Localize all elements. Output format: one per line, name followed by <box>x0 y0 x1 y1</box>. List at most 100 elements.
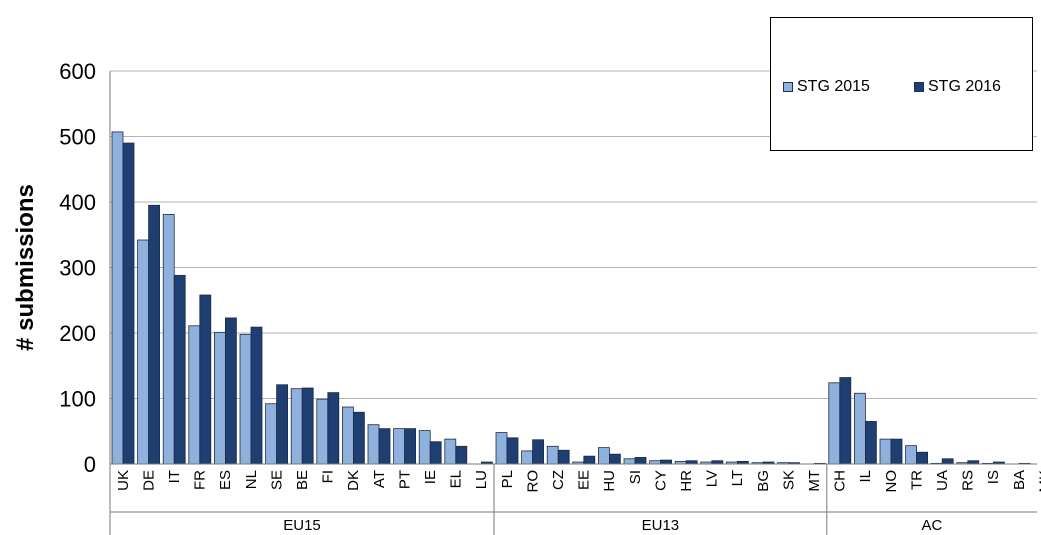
x-tick-label-el: EL <box>448 470 465 488</box>
bar-stg-2015-nl <box>239 333 252 465</box>
x-tick-label-rs: RS <box>960 470 977 491</box>
bar-stg-2016-nl <box>250 326 263 465</box>
x-tick-label-se: SE <box>268 470 285 490</box>
group-label-eu15: EU15 <box>283 517 321 534</box>
bar-stg-2016-ee <box>583 455 596 465</box>
bar-stg-2016-dk <box>352 411 365 465</box>
x-tick-label-pt: PT <box>396 470 413 489</box>
bar-stg-2016-de <box>148 204 161 465</box>
y-tick-label-400: 400 <box>59 190 96 215</box>
bar-stg-2015-dk <box>341 406 354 465</box>
bar-stg-2016-pl <box>506 437 519 465</box>
legend: STG 2015 STG 2016 <box>770 17 1033 151</box>
x-tick-label-fr: FR <box>192 470 209 490</box>
x-tick-label-ee: EE <box>576 470 593 490</box>
bar-stg-2016-cz <box>557 449 570 465</box>
bar-stg-2015-ie <box>418 430 431 465</box>
bar-stg-2015-el <box>444 438 457 465</box>
y-tick-label-200: 200 <box>59 321 96 346</box>
bar-stg-2015-pt <box>393 428 406 465</box>
legend-swatch-stg-2016 <box>914 82 924 92</box>
bar-stg-2016-fi <box>327 392 340 465</box>
bar-stg-2015-tr <box>905 445 917 465</box>
bar-stg-2016-hu <box>609 453 621 465</box>
bar-stg-2015-it <box>162 214 175 465</box>
legend-entry-stg-2016: STG 2016 <box>914 78 1001 96</box>
bar-stg-2015-fi <box>316 398 329 465</box>
bar-stg-2016-no <box>890 438 903 465</box>
bar-stg-2015-fr <box>188 325 201 465</box>
x-tick-label-cy: CY <box>652 470 669 491</box>
bar-stg-2016-ie <box>429 441 442 465</box>
x-tick-label-il: IL <box>857 470 874 483</box>
bar-stg-2015-es <box>213 331 226 465</box>
x-tick-label-mt: MT <box>806 470 823 492</box>
legend-label-stg-2015: STG 2015 <box>797 78 870 95</box>
bar-stg-2015-ch <box>828 382 841 465</box>
x-tick-label-sk: SK <box>780 470 797 490</box>
x-tick-label-dk: DK <box>345 470 362 491</box>
y-axis-title: # submissions <box>12 184 39 351</box>
y-tick-label-600: 600 <box>59 59 96 84</box>
x-tick-label-uk: UK <box>115 470 132 491</box>
bar-stg-2016-il <box>865 421 877 465</box>
x-tick-label-at: AT <box>371 470 388 488</box>
y-tick-label-0: 0 <box>84 452 96 477</box>
x-tick-label-ie: IE <box>422 470 439 484</box>
bar-stg-2016-it <box>173 274 186 465</box>
y-tick-label-300: 300 <box>59 256 96 281</box>
bar-stg-2015-se <box>265 403 278 465</box>
x-tick-label-nl: NL <box>243 470 260 489</box>
x-tick-label-lu: LU <box>473 470 490 489</box>
bar-stg-2015-no <box>879 438 892 465</box>
x-tick-label-bg: BG <box>755 470 772 492</box>
x-tick-label-ua: UA <box>934 470 951 491</box>
bar-stg-2016-uk <box>122 142 135 465</box>
bar-stg-2015-hu <box>598 447 610 465</box>
x-tick-label-hu: HU <box>601 470 618 492</box>
bar-stg-2016-tr <box>916 451 928 465</box>
x-tick-label-lv: LV <box>704 470 721 487</box>
x-tick-label-ba: BA <box>1011 470 1028 490</box>
y-tick-label-100: 100 <box>59 387 96 412</box>
bar-stg-2015-si <box>623 458 636 465</box>
legend-entry-stg-2015: STG 2015 <box>783 78 870 96</box>
x-tick-label-no: NO <box>883 470 900 493</box>
bar-stg-2015-uk <box>111 131 124 465</box>
x-tick-label-pl: PL <box>499 470 516 488</box>
x-tick-label-lt: LT <box>729 470 746 486</box>
x-tick-label-ch: CH <box>832 470 849 492</box>
bar-stg-2015-pl <box>495 432 508 465</box>
bar-stg-2016-se <box>276 384 289 465</box>
bar-stg-2016-at <box>378 428 391 465</box>
bar-stg-2016-ch <box>839 377 852 465</box>
bar-stg-2016-si <box>634 457 647 465</box>
x-tick-label-mk: MK <box>1036 470 1041 493</box>
x-tick-label-de: DE <box>140 470 157 491</box>
x-tick-label-it: IT <box>166 470 183 483</box>
bar-stg-2015-cz <box>546 445 559 465</box>
bar-stg-2015-il <box>854 392 866 465</box>
legend-label-stg-2016: STG 2016 <box>928 78 1001 95</box>
bar-stg-2016-cy <box>660 459 672 465</box>
group-label-eu13: EU13 <box>642 517 680 534</box>
bar-stg-2016-ro <box>532 439 544 465</box>
x-tick-label-be: BE <box>294 470 311 490</box>
legend-swatch-stg-2015 <box>783 82 793 92</box>
bar-stg-2015-ro <box>521 450 533 465</box>
bar-stg-2016-es <box>224 317 237 465</box>
x-tick-label-hr: HR <box>678 470 695 492</box>
bar-stg-2015-at <box>367 424 380 465</box>
bar-stg-2016-ua <box>941 458 954 465</box>
x-tick-label-is: IS <box>985 470 1002 484</box>
x-tick-label-ro: RO <box>524 470 541 493</box>
bar-stg-2015-de <box>137 239 150 465</box>
x-tick-label-es: ES <box>217 470 234 490</box>
x-tick-label-cz: CZ <box>550 470 567 490</box>
bar-stg-2016-fr <box>199 294 212 465</box>
bar-stg-2016-el <box>455 445 468 465</box>
group-label-ac: AC <box>921 517 942 534</box>
bar-stg-2015-be <box>290 388 303 465</box>
